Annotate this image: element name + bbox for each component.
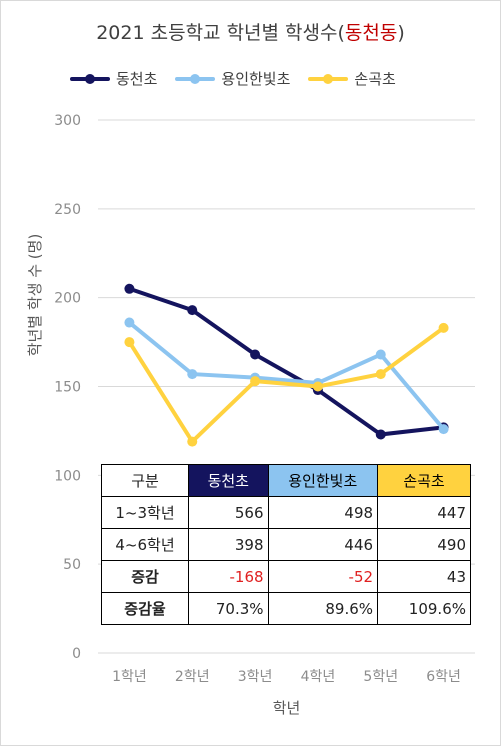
legend-label: 동천초 (116, 70, 158, 88)
x-tick-label: 5학년 (363, 669, 398, 685)
title-main: 2021 초등학교 학년별 학생수( (96, 22, 345, 44)
legend: 동천초 용인한빛초 손곡초 (70, 68, 396, 89)
table-header-row: 구분 동천초 용인한빛초 손곡초 (101, 464, 471, 497)
x-tick-label: 2학년 (175, 669, 210, 685)
y-tick-label: 0 (72, 646, 81, 662)
x-tick-label: 6학년 (426, 669, 461, 685)
legend-item-songok: 손곡초 (308, 68, 396, 89)
legend-label: 손곡초 (354, 70, 396, 88)
table-cell: 398 (188, 528, 269, 561)
series-line (127, 286, 446, 437)
data-point (187, 305, 198, 316)
data-point (187, 436, 198, 447)
row-label: 4~6학년 (101, 528, 189, 561)
legend-swatch (308, 73, 349, 84)
series-line (127, 325, 446, 444)
table-cell: 490 (377, 528, 471, 561)
y-tick-label: 200 (54, 291, 81, 307)
table-cell: 446 (267, 528, 379, 561)
data-point (124, 283, 135, 294)
header-cell: 손곡초 (377, 464, 471, 497)
chart-title: 2021 초등학교 학년별 학생수(동천동) (0, 18, 501, 45)
y-tick-label: 100 (54, 468, 81, 484)
legend-swatch (70, 73, 110, 84)
x-tick-label: 1학년 (112, 669, 147, 685)
table-cell: 566 (188, 496, 269, 529)
table-row: 1~3학년 566 498 447 (101, 496, 471, 529)
legend-swatch (175, 73, 216, 84)
table-row: 증감율 70.3% 89.6% 109.6% (101, 592, 471, 625)
title-highlight: 동천동 (344, 22, 398, 44)
y-tick-label: 300 (54, 113, 81, 129)
data-point (375, 429, 386, 440)
title-close: ) (397, 22, 405, 44)
table-cell: -52 (267, 560, 379, 593)
legend-item-hanbit: 용인한빛초 (175, 68, 290, 89)
x-axis-title: 학년 (273, 699, 301, 717)
data-point (375, 369, 386, 380)
data-point (438, 322, 449, 333)
header-cell: 구분 (101, 464, 189, 497)
y-tick-label: 50 (63, 557, 81, 573)
header-cell: 동천초 (188, 464, 269, 497)
table-row: 증감 -168 -52 43 (101, 560, 471, 593)
table-cell: 43 (377, 560, 471, 593)
table-cell: 109.6% (377, 592, 471, 625)
x-tick-label: 4학년 (301, 669, 336, 685)
legend-item-dongcheon: 동천초 (70, 68, 157, 89)
header-cell: 용인한빛초 (267, 464, 379, 497)
data-point (312, 381, 323, 392)
table-cell: -168 (188, 560, 269, 593)
data-point (375, 349, 386, 360)
x-tick-label: 3학년 (238, 669, 273, 685)
row-label: 증감 (101, 560, 189, 593)
data-point (250, 349, 261, 360)
y-axis-title: 학년별 학생 수 (명) (26, 234, 44, 357)
table-cell: 498 (267, 496, 379, 529)
table-cell: 447 (377, 496, 471, 529)
data-point (250, 376, 261, 387)
table-row: 4~6학년 398 446 490 (101, 528, 471, 561)
y-tick-label: 250 (54, 202, 81, 218)
data-point (438, 424, 449, 435)
data-point (187, 369, 198, 380)
table-cell: 70.3% (188, 592, 269, 625)
data-point (124, 317, 135, 328)
table-cell: 89.6% (267, 592, 379, 625)
summary-table: 구분 동천초 용인한빛초 손곡초 1~3학년 566 498 447 4~6학년… (101, 464, 471, 625)
row-label: 증감율 (101, 592, 189, 625)
y-tick-label: 150 (54, 380, 81, 396)
row-label: 1~3학년 (101, 496, 189, 529)
legend-label: 용인한빛초 (221, 70, 291, 88)
data-point (124, 337, 135, 348)
